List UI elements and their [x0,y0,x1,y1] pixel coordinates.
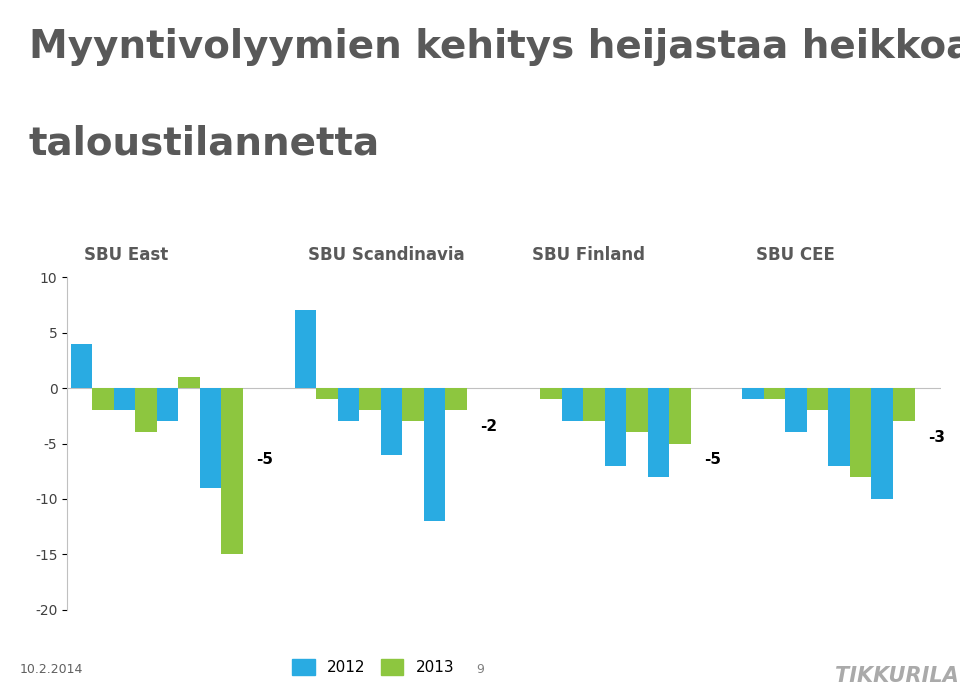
Bar [295,310,316,388]
Bar [200,388,222,488]
Text: Myyntivolyymien kehitys vuosineljänneksittäin, %-muutos vertailukaudesta: Myyntivolyymien kehitys vuosineljänneksi… [183,242,777,256]
Bar [764,388,785,399]
Bar [626,388,648,432]
Bar [135,388,156,432]
Bar [338,388,359,421]
Bar [562,388,583,421]
Bar [872,388,893,499]
Text: SBU Finland: SBU Finland [532,246,645,264]
Bar [785,388,807,432]
Text: 10.2.2014: 10.2.2014 [19,663,83,676]
Bar [71,344,92,388]
Text: 9: 9 [476,663,484,676]
Text: -5: -5 [705,453,721,467]
Bar [850,388,872,477]
Text: Myyntivolyymien kehitys heijastaa heikkoa: Myyntivolyymien kehitys heijastaa heikko… [29,28,960,66]
Bar [179,377,200,388]
Bar [156,388,179,421]
Text: SBU Scandinavia: SBU Scandinavia [308,246,465,264]
Text: taloustilannetta: taloustilannetta [29,125,380,163]
Bar [828,388,850,466]
Text: -3: -3 [928,430,946,445]
Bar [92,388,114,410]
Bar [807,388,828,410]
Bar [316,388,338,399]
Legend: 2012, 2013: 2012, 2013 [292,660,454,676]
Bar [114,388,135,410]
Bar [540,388,562,399]
Text: SBU CEE: SBU CEE [756,246,835,264]
Text: -5: -5 [256,453,274,467]
Bar [445,388,467,410]
Bar [583,388,605,421]
Bar [893,388,915,421]
Bar [402,388,423,421]
Bar [381,388,402,455]
Bar [605,388,626,466]
Bar [648,388,669,477]
Text: TIKKURILA: TIKKURILA [835,666,959,686]
Text: SBU East: SBU East [84,246,169,264]
Bar [359,388,381,410]
Text: -2: -2 [480,419,497,434]
Bar [742,388,764,399]
Bar [669,388,690,444]
Bar [222,388,243,554]
Bar [423,388,445,521]
